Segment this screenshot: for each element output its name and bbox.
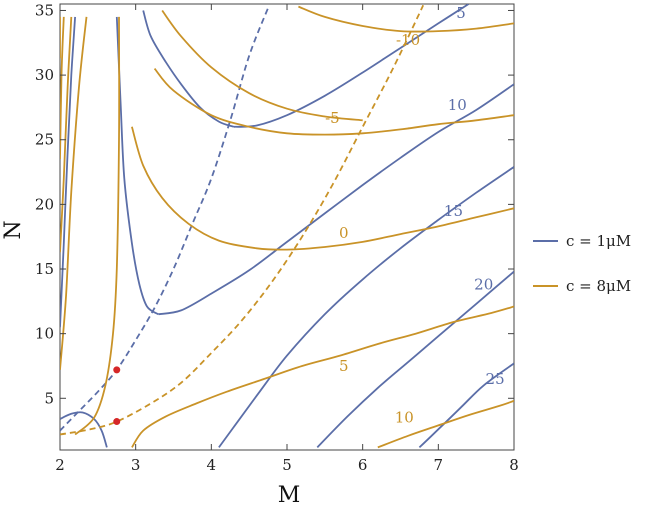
- x-tick-label: 3: [131, 456, 141, 474]
- contour-label: 25: [486, 370, 505, 388]
- contour-label: 20: [474, 276, 493, 294]
- contour-line-s2-6: [377, 400, 514, 449]
- x-tick-label: 6: [358, 456, 368, 474]
- legend-label-2: c = 8μM: [566, 277, 631, 295]
- y-tick-label: 5: [44, 389, 54, 407]
- x-tick-label: 8: [509, 456, 519, 474]
- y-tick-label: 15: [35, 260, 54, 278]
- contour-line-s1-8: [60, 16, 76, 328]
- red-marker-point: [113, 418, 121, 426]
- plot-frame: [59, 3, 515, 451]
- x-tick-label: 2: [55, 456, 65, 474]
- contour-label: 0: [339, 224, 349, 242]
- x-axis-title: M: [278, 483, 301, 508]
- y-tick-label: 20: [35, 195, 54, 213]
- contour-line-s2-1: [298, 5, 514, 33]
- x-tick-label: 7: [434, 456, 444, 474]
- y-axis-title: N: [1, 220, 26, 239]
- contour-line-s1-5: [218, 166, 514, 448]
- x-tick-label: 5: [282, 456, 292, 474]
- red-marker-point: [113, 366, 121, 374]
- contour-line-s2-5: [131, 305, 514, 448]
- contour-label: -10: [396, 31, 420, 49]
- contour-label: 5: [456, 4, 466, 22]
- x-tick-label: 4: [207, 456, 217, 474]
- contour-label: 10: [448, 96, 467, 114]
- contour-line-s2-4: [131, 126, 514, 251]
- contour-label: 5: [339, 357, 349, 375]
- y-tick-label: 30: [35, 66, 54, 84]
- contour-line-s2-8: [60, 16, 73, 253]
- contour-label: 15: [444, 202, 463, 220]
- y-tick-label: 35: [35, 1, 54, 19]
- contour-line-s2-7: [74, 16, 121, 436]
- y-tick-label: 10: [35, 325, 54, 343]
- legend: c = 1μM c = 8μM: [533, 232, 631, 295]
- contour-line-s1-6: [316, 270, 514, 449]
- contour-line-s2-3: [153, 68, 514, 136]
- contour-line-s1-2: [142, 10, 235, 128]
- contour-line-s2-9: [60, 16, 88, 370]
- contour-line-s2-12: [60, 4, 425, 436]
- contour-line-s1-3: [158, 83, 514, 316]
- contour-line-s1-4: [115, 16, 159, 316]
- contour-line-s1-9: [60, 411, 108, 448]
- legend-label-1: c = 1μM: [566, 232, 631, 250]
- contour-line-s1-1: [233, 4, 470, 128]
- contour-line-s1-7: [418, 362, 514, 449]
- axis-ticks: 2 3 4 5 6 7 8 5 10 15 20 25 30 35: [35, 1, 519, 474]
- contour-line-s1-10: [60, 7, 269, 432]
- contour-line-s2-2: [161, 9, 363, 122]
- marker-points: [113, 366, 121, 426]
- y-tick-label: 25: [35, 131, 54, 149]
- contour-label: 10: [395, 409, 414, 427]
- contour-lines: [60, 4, 514, 449]
- contour-label: -5: [325, 109, 340, 127]
- contour-labels: 5 10 15 20 25 -10 -5 0 5 10: [325, 4, 505, 427]
